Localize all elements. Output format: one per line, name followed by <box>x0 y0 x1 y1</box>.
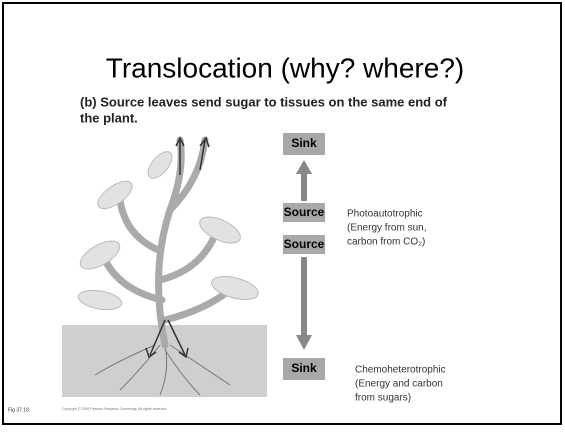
box-label: Source <box>284 237 325 251</box>
box-label: Sink <box>291 361 317 375</box>
box-label: Sink <box>291 136 317 150</box>
subtitle: the plant. <box>80 110 138 125</box>
subtitle: (b) Source leaves send sugar to tissues … <box>80 94 448 109</box>
note: Photoautotrophic <box>347 209 423 220</box>
copyright: Copyright © 2008 Pearson Benjamin Cummin… <box>62 407 167 411</box>
note: (Energy from sun, <box>347 223 426 234</box>
note: from sugars) <box>355 393 411 404</box>
slide: Translocation (why? where?) (b) Source l… <box>0 0 565 428</box>
note: (Energy and carbon <box>355 379 443 390</box>
title: Translocation (why? where?) <box>106 52 464 83</box>
figure-ref: Fig 37.18 <box>8 407 29 413</box>
box-label: Source <box>284 205 325 219</box>
note: Chemoheterotrophic <box>355 365 446 376</box>
note: carbon from CO₂) <box>347 237 425 248</box>
